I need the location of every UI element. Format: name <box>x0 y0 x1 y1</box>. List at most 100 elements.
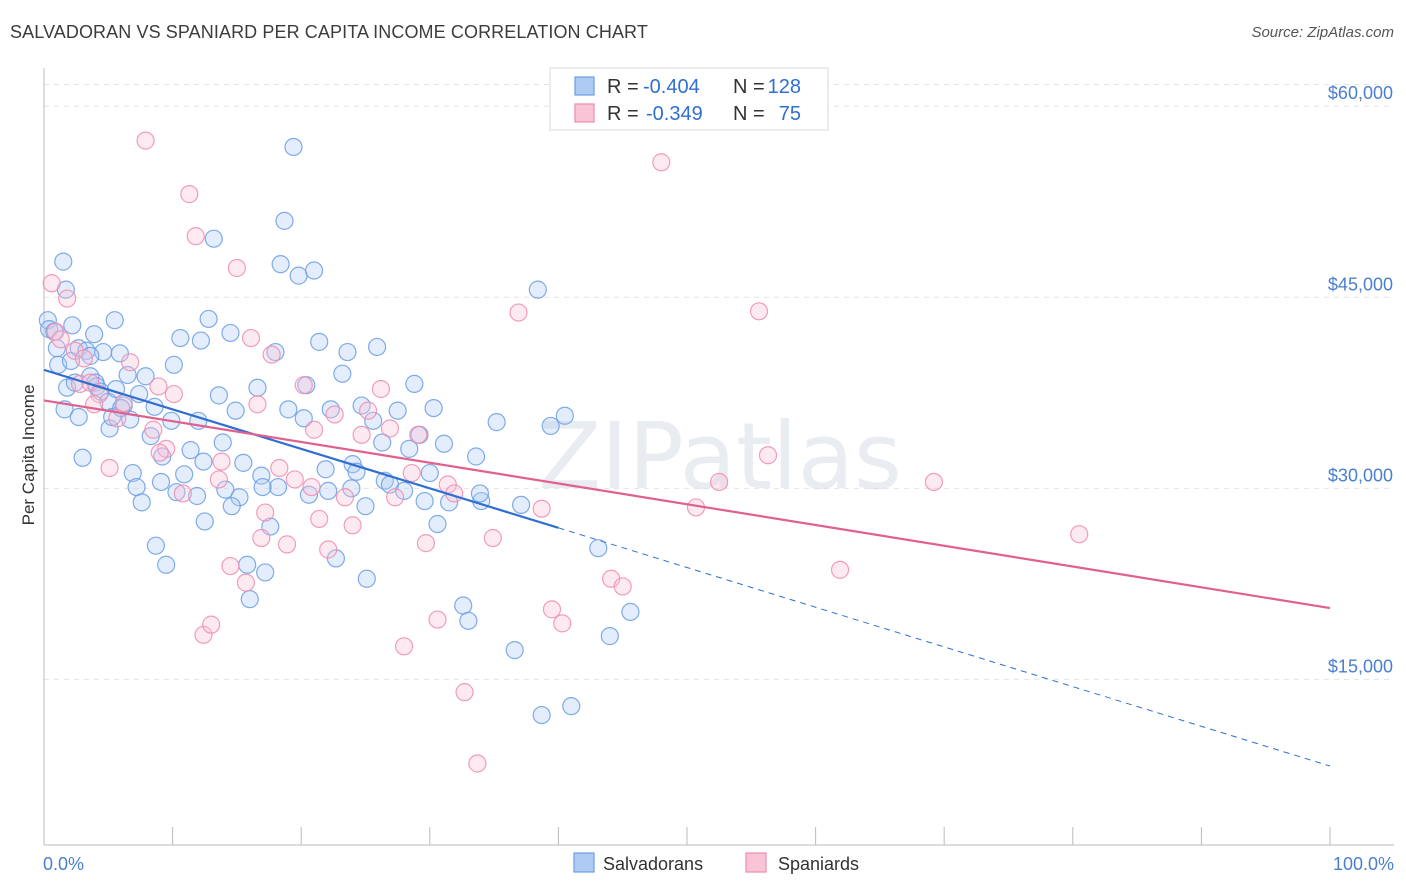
salvadoran-point <box>367 337 387 357</box>
spaniard-point <box>173 484 192 503</box>
spaniard-point <box>209 470 228 489</box>
spaniard-point <box>262 345 281 364</box>
spaniard-point <box>613 577 632 596</box>
salvadoran-point <box>127 477 146 497</box>
spaniard-point <box>256 503 275 522</box>
salvadoran-point <box>310 332 329 351</box>
salvadoran-point <box>105 311 124 330</box>
legend-swatch-spaniard <box>574 103 595 123</box>
salvadoran-point <box>136 367 155 386</box>
x-tick-right: 100.0% <box>1333 854 1394 874</box>
y-tick-label: $45,000 <box>1328 274 1393 294</box>
legend-r-value-2: -0.349 <box>646 103 703 125</box>
spaniard-point <box>164 384 183 404</box>
salvadoran-point <box>191 331 210 350</box>
salvadoran-point <box>69 407 88 427</box>
legend-r-label-2: R = <box>607 103 639 125</box>
salvadoran-point <box>364 411 383 430</box>
salvadoran-point <box>123 463 142 483</box>
salvadoran-point <box>316 460 335 479</box>
legend-n-value-1: 128 <box>768 76 801 98</box>
salvadoran-point <box>268 477 288 497</box>
salvadoran-point <box>275 211 294 230</box>
spaniard-point <box>277 535 297 554</box>
spaniard-point <box>302 477 321 497</box>
salvadoran-point <box>151 472 171 492</box>
salvadoran-point <box>304 261 324 280</box>
spaniard-point <box>325 405 344 424</box>
salvadoran-point <box>487 413 506 432</box>
salvadoran-point <box>400 439 419 458</box>
spaniard-point <box>509 303 528 322</box>
spaniard-point <box>144 420 163 439</box>
spaniard-point <box>1070 525 1089 544</box>
salvadoran-point <box>420 463 439 483</box>
bottom-legend-label-spaniards: Spaniards <box>778 854 859 874</box>
spaniard-point <box>830 560 850 579</box>
salvadoran-point <box>213 433 232 452</box>
legend-n-label-2: N = <box>733 103 765 125</box>
legend-r-value-1: -0.404 <box>643 76 700 98</box>
salvadoran-point <box>181 441 200 460</box>
bottom-legend-swatch-spaniards <box>745 852 767 873</box>
spaniard-point <box>51 330 70 349</box>
x-tick-left: 0.0% <box>43 854 84 874</box>
salvadoran-point <box>167 483 186 502</box>
spaniard-point <box>136 131 155 150</box>
spaniard-point <box>416 534 436 553</box>
spaniard-point <box>202 615 221 634</box>
spaniard-point <box>285 470 304 489</box>
bottom-legend-swatch-salvadorans <box>573 852 595 873</box>
salvadoran-point <box>195 512 214 531</box>
chart-source: Source: ZipAtlas.com <box>1251 24 1394 41</box>
salvadoran-point <box>428 514 447 534</box>
salvadoran-point <box>248 378 267 397</box>
salvadoran-point <box>294 409 313 428</box>
y-tick-label: $15,000 <box>1328 656 1393 676</box>
spaniard-point <box>42 274 61 293</box>
spaniard-point <box>150 443 169 462</box>
spaniard-point <box>758 446 778 465</box>
salvadoran-point <box>319 481 338 500</box>
spaniard-point <box>221 556 240 576</box>
bottom-legend: Salvadorans Spaniards <box>573 852 859 874</box>
salvadoran-point <box>85 325 104 344</box>
spaniard-point <box>468 754 487 773</box>
spaniard-point <box>194 625 213 644</box>
spaniard-point <box>455 683 474 702</box>
y-tick-label: $30,000 <box>1328 465 1393 485</box>
spaniard-point <box>241 328 261 348</box>
legend-swatch-salvadoran <box>574 76 595 96</box>
salvadoran-point <box>171 328 190 348</box>
salvadoran-point <box>528 280 547 299</box>
salvadoran-point <box>209 386 228 405</box>
spaniard-point <box>310 509 329 529</box>
salvadoran-point <box>600 627 619 646</box>
salvadoran-point <box>470 484 490 503</box>
salvadoran-point <box>555 406 574 425</box>
salvadoran-point <box>187 486 207 506</box>
axes <box>43 68 1394 846</box>
salvadoran-point <box>424 398 443 418</box>
salvadoran-point <box>100 419 119 438</box>
spaniard-point <box>542 600 562 619</box>
spaniard-point <box>652 153 671 172</box>
spaniard-point <box>483 528 502 548</box>
spaniard-point <box>358 401 378 420</box>
salvadoran-point <box>415 491 434 511</box>
spaniard-point <box>58 289 77 308</box>
salvadoran-point <box>279 400 298 419</box>
spaniard-point <box>294 376 313 395</box>
salvadoran-trend-extension <box>558 527 1331 767</box>
salvadoran-point <box>256 563 275 582</box>
spaniard-point <box>371 379 391 399</box>
spaniard-point <box>212 452 231 471</box>
salvadoran-point <box>373 433 392 452</box>
salvadoran-point <box>199 309 218 329</box>
spaniard-point <box>749 302 769 321</box>
salvadoran-point <box>222 497 241 516</box>
salvadoran-point <box>284 137 303 157</box>
salvadoran-point <box>512 495 531 515</box>
y-tick-labels: $15,000 $30,000 $45,000 $60,000 <box>1328 83 1393 676</box>
salvadoran-point <box>54 252 73 271</box>
